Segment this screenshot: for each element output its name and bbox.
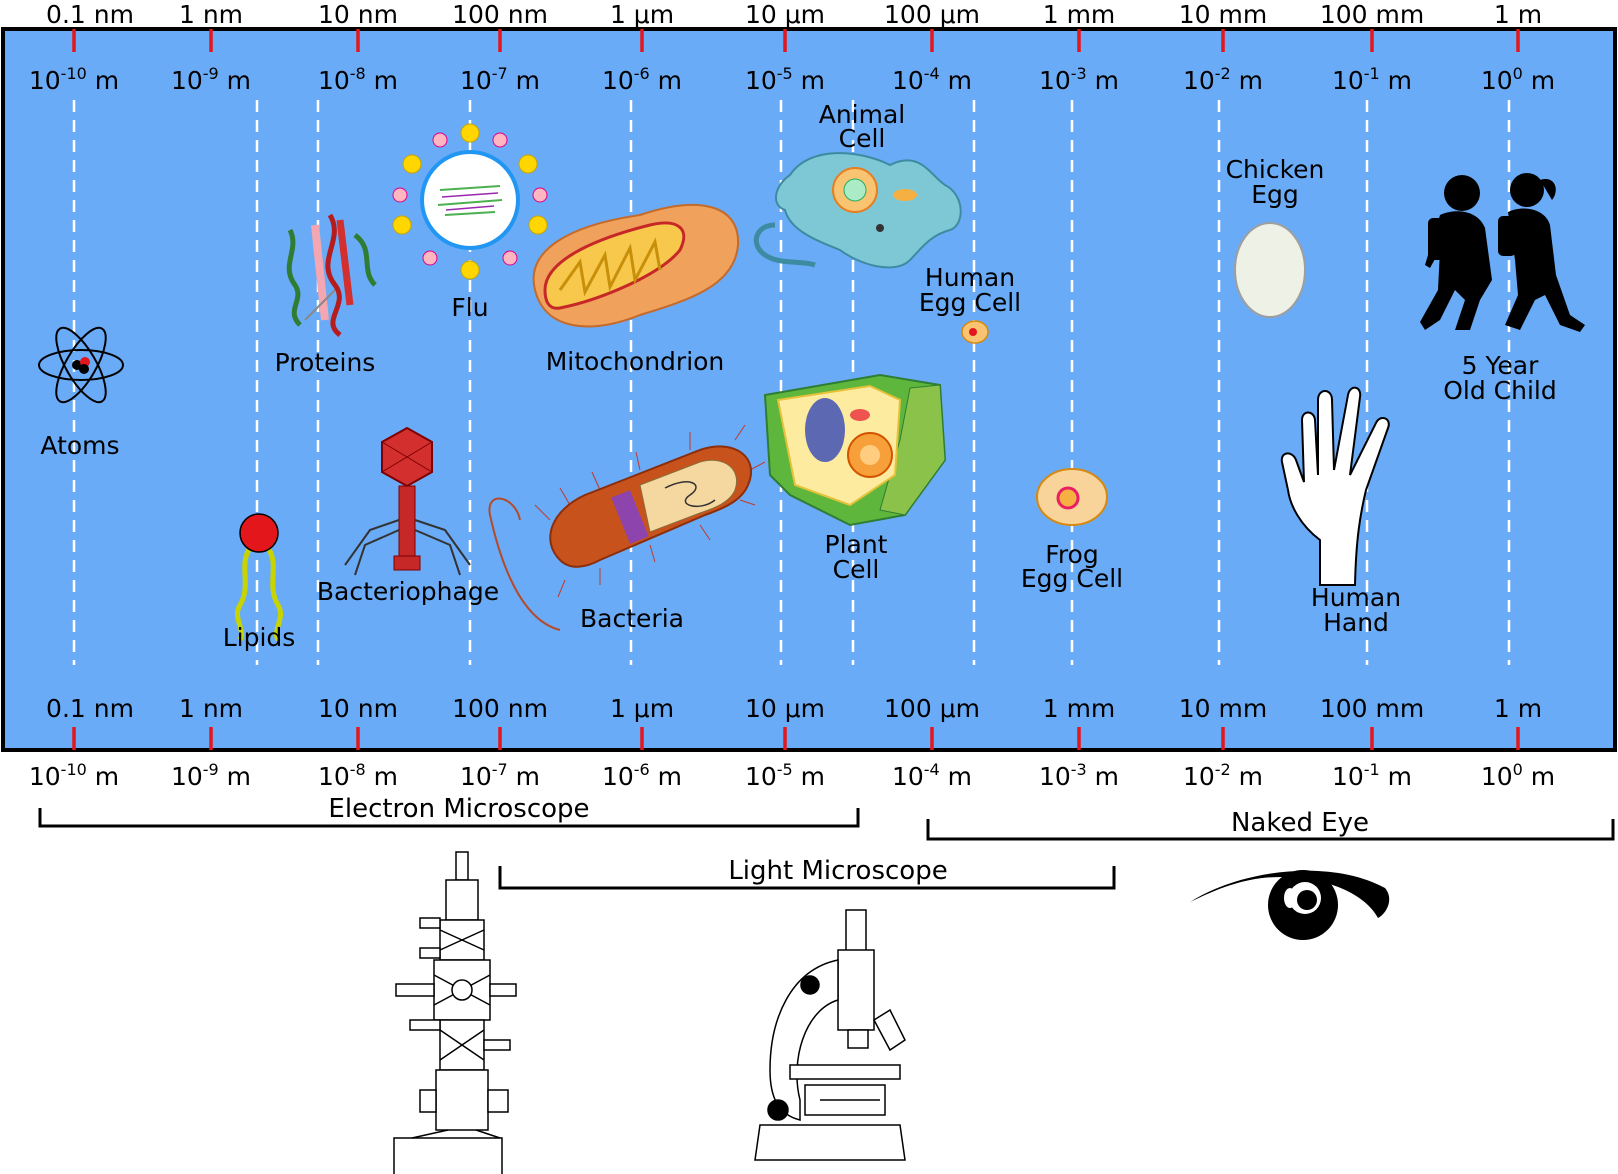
top-power-label: 10-7 m: [460, 64, 540, 95]
bottom-power-label: 10-9 m: [171, 760, 251, 791]
bottom-tick-label: 1 m: [1494, 694, 1542, 723]
electron-microscope-icon: [393, 851, 517, 1174]
eye-icon: [1190, 870, 1390, 940]
top-power-label: 10-4 m: [892, 64, 972, 95]
lipids-label: Lipids: [223, 623, 296, 652]
light-microscope-bracket: [498, 866, 1116, 890]
proteins-label: Proteins: [275, 348, 376, 377]
top-tick-label: 1 nm: [179, 0, 243, 29]
naked-eye-label: Naked Eye: [1231, 808, 1369, 838]
chicken-egg-icon: [1234, 222, 1306, 318]
top-tick-label: 10 mm: [1179, 0, 1267, 29]
hand-icon: [1280, 386, 1390, 586]
electron-microscope-label: Electron Microscope: [328, 794, 589, 824]
animal-cell-label-2: Cell: [839, 124, 886, 153]
top-tick-label: 10 nm: [318, 0, 398, 29]
atom-icon: [38, 326, 124, 404]
top-power-label: 10-9 m: [171, 64, 251, 95]
light-microscope-label: Light Microscope: [728, 856, 947, 886]
top-power-label: 10-8 m: [318, 64, 398, 95]
plant-cell-icon: [763, 373, 947, 527]
top-power-label: 10-2 m: [1183, 64, 1263, 95]
bottom-tick-label: 1 nm: [179, 694, 243, 723]
bottom-scale: 0.1 nm 10-10 m 1 nm 10-9 m 10 nm 10-8 m 100 nm…: [29, 694, 1555, 791]
bottom-power-label: 10-1 m: [1332, 760, 1412, 791]
top-tick-label: 100 nm: [452, 0, 548, 29]
frog-egg-icon: [1036, 468, 1108, 526]
bottom-power-label: 10-5 m: [745, 760, 825, 791]
top-tick-label: 1 m: [1494, 0, 1542, 29]
bottom-power-label: 10-8 m: [318, 760, 398, 791]
plant-cell-label-2: Cell: [833, 555, 880, 584]
human-hand-label-1: Human: [1311, 583, 1401, 612]
top-tick-label: 100 mm: [1320, 0, 1424, 29]
top-power-label: 10-10 m: [29, 64, 119, 95]
bacteria-icon: [488, 424, 766, 631]
top-tick-label: 10 μm: [745, 0, 825, 29]
bacteria-label: Bacteria: [580, 604, 684, 633]
human-hand-label-2: Hand: [1323, 608, 1389, 637]
mitochondrion-label: Mitochondrion: [546, 347, 725, 376]
top-power-label: 10-6 m: [602, 64, 682, 95]
bacteriophage-icon: [344, 426, 471, 576]
human-egg-label-1: Human: [925, 263, 1015, 292]
bottom-tick-label: 10 nm: [318, 694, 398, 723]
atoms-label: Atoms: [40, 431, 119, 460]
lipid-icon: [234, 513, 284, 642]
children-silhouette-icon: [1420, 173, 1585, 332]
bottom-power-label: 10-6 m: [602, 760, 682, 791]
light-microscope-icon: [754, 909, 906, 1161]
bottom-tick-label: 100 μm: [884, 694, 980, 723]
bottom-power-label: 10-2 m: [1183, 760, 1263, 791]
animal-cell-icon: [753, 152, 962, 269]
top-power-label: 10-5 m: [745, 64, 825, 95]
top-tick-label: 1 μm: [610, 0, 674, 29]
bottom-tick-label: 1 μm: [610, 694, 674, 723]
child-label-1: 5 Year: [1462, 351, 1540, 380]
bottom-tick-label: 0.1 nm: [46, 694, 134, 723]
animal-cell-label-1: Animal: [819, 100, 906, 129]
frog-egg-label-1: Frog: [1045, 540, 1098, 569]
flu-virus-icon: [392, 123, 548, 280]
human-egg-icon: [961, 320, 989, 344]
human-egg-label-2: Egg Cell: [919, 288, 1021, 317]
top-power-label: 100 m: [1481, 64, 1555, 95]
mitochondrion-icon: [532, 204, 740, 328]
bottom-tick-label: 100 mm: [1320, 694, 1424, 723]
bottom-tick-label: 10 μm: [745, 694, 825, 723]
top-scale: 0.1 nm 10-10 m 1 nm 10-9 m 10 nm 10-8 m 100 nm…: [29, 0, 1555, 95]
bottom-power-label: 10-7 m: [460, 760, 540, 791]
chicken-egg-label-2: Egg: [1251, 180, 1299, 209]
bottom-tick-label: 1 mm: [1043, 694, 1116, 723]
chicken-egg-label-1: Chicken: [1226, 155, 1325, 184]
bottom-power-label: 10-10 m: [29, 760, 119, 791]
top-power-label: 10-1 m: [1332, 64, 1412, 95]
bottom-power-label: 10-4 m: [892, 760, 972, 791]
flu-label: Flu: [451, 293, 488, 322]
top-tick-label: 1 mm: [1043, 0, 1116, 29]
bottom-tick-label: 10 mm: [1179, 694, 1267, 723]
protein-icon: [286, 213, 377, 337]
top-power-label: 10-3 m: [1039, 64, 1119, 95]
bottom-power-label: 10-3 m: [1039, 760, 1119, 791]
bacteriophage-label: Bacteriophage: [317, 577, 499, 606]
bottom-power-label: 100 m: [1481, 760, 1555, 791]
child-label-2: Old Child: [1443, 376, 1557, 405]
plant-cell-label-1: Plant: [825, 530, 888, 559]
naked-eye-bracket: [926, 819, 1615, 841]
frog-egg-label-2: Egg Cell: [1021, 564, 1123, 593]
electron-microscope-bracket: [38, 808, 860, 828]
top-tick-label: 0.1 nm: [46, 0, 134, 29]
top-tick-label: 100 μm: [884, 0, 980, 29]
bottom-tick-label: 100 nm: [452, 694, 548, 723]
